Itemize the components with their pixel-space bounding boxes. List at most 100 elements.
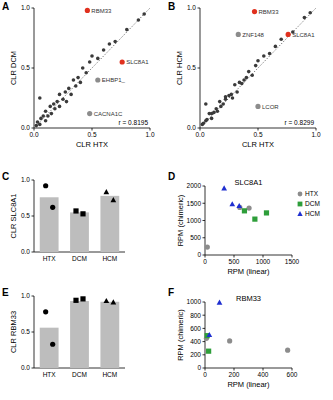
- legend-marker: [298, 192, 303, 197]
- bar: [70, 212, 89, 252]
- point: [279, 37, 283, 41]
- y-label: RPM (chimeric): [176, 309, 185, 361]
- y-tick-label: 0.5: [21, 64, 30, 71]
- point: [250, 73, 254, 77]
- x-tick-label: 600: [287, 371, 298, 378]
- point: [52, 102, 56, 106]
- point: [44, 109, 48, 113]
- point: [204, 102, 208, 106]
- y-tick: [32, 68, 35, 69]
- panel-letter: D: [168, 171, 175, 182]
- point: [53, 107, 57, 111]
- x-tick-label: 200: [229, 371, 240, 378]
- plot-area: [205, 185, 269, 249]
- point: [221, 185, 227, 190]
- point: [69, 93, 73, 97]
- y-tick: [32, 332, 35, 333]
- figure: A0.00.51.0CLR DCM0.00.51.0CLR HTXRBM33SL…: [0, 0, 333, 400]
- y-tick: [203, 186, 206, 187]
- x-tick-label: 0.5: [253, 131, 262, 138]
- point-label: ZNF148: [242, 32, 264, 38]
- y-tick: [203, 237, 206, 238]
- point: [65, 100, 69, 104]
- point-label: RBM33: [91, 8, 112, 14]
- point: [247, 70, 251, 74]
- point: [50, 342, 55, 347]
- x-axis: [205, 368, 292, 369]
- point: [206, 349, 211, 354]
- panel-letter: E: [2, 287, 9, 298]
- y-tick: [32, 296, 35, 297]
- y-tick: [203, 203, 206, 204]
- point: [286, 32, 291, 37]
- point: [142, 12, 146, 16]
- bar: [40, 197, 59, 252]
- point-label: SLC8A1: [126, 59, 149, 65]
- point: [205, 118, 209, 122]
- point: [218, 100, 222, 104]
- y-tick: [32, 368, 35, 369]
- point: [125, 28, 129, 32]
- y-tick-label: 0.0: [21, 364, 30, 371]
- legend-label: HTX: [305, 190, 319, 197]
- point-label: LCOR: [262, 104, 279, 110]
- y-tick: [203, 315, 206, 316]
- y-tick-label: 2000: [187, 182, 202, 189]
- point: [113, 40, 117, 44]
- point: [230, 93, 234, 97]
- point: [55, 100, 59, 104]
- point: [242, 208, 247, 213]
- point: [221, 102, 225, 106]
- point: [255, 104, 260, 109]
- x-tick-label: DCM: [72, 371, 87, 378]
- point: [110, 197, 116, 202]
- bar: [40, 328, 59, 368]
- plot-area: [34, 8, 150, 128]
- point: [80, 296, 85, 301]
- y-tick-label: 1000: [187, 217, 202, 224]
- x-tick-label: HCM: [102, 371, 117, 378]
- x-tick-label: 400: [258, 371, 269, 378]
- legend-label: HCM: [305, 210, 320, 217]
- point: [246, 205, 251, 210]
- point: [73, 298, 78, 303]
- point-label: SLC8A1: [292, 32, 315, 38]
- legend-label: DCM: [305, 200, 320, 207]
- point: [84, 71, 88, 75]
- y-tick: [203, 341, 206, 342]
- plot-area: [40, 296, 119, 368]
- y-tick-label: 0.5: [21, 328, 30, 335]
- point: [217, 300, 223, 305]
- plot-area: [200, 8, 316, 128]
- point: [262, 54, 266, 58]
- point: [245, 76, 249, 80]
- x-tick-label: 1.0: [145, 131, 154, 138]
- panel: E0.00.51.0CLR RBM33HTXDCMHCM: [2, 287, 125, 378]
- point: [81, 66, 85, 70]
- y-tick: [203, 354, 206, 355]
- point: [67, 87, 71, 91]
- panel: D0500100015002000RPM (chimeric)050010001…: [168, 171, 320, 276]
- point: [95, 77, 100, 82]
- bar: [100, 196, 119, 252]
- point: [227, 338, 232, 343]
- x-tick-label: 500: [229, 258, 240, 265]
- y-tick: [32, 180, 35, 181]
- y-label: CLR SLC8A1: [9, 193, 18, 238]
- y-tick: [198, 68, 201, 69]
- point: [256, 59, 260, 63]
- legend-marker: [297, 211, 302, 216]
- point: [79, 81, 83, 85]
- x-tick-label: HCM: [102, 255, 117, 262]
- x-tick-label: DCM: [72, 255, 87, 262]
- point: [87, 111, 92, 116]
- y-tick: [32, 8, 35, 9]
- y-tick-label: 800: [190, 312, 201, 319]
- y-tick-label: 0.0: [21, 248, 30, 255]
- y-tick: [203, 220, 206, 221]
- point: [210, 117, 214, 121]
- panel-letter: C: [2, 171, 9, 182]
- y-tick-label: 1.0: [21, 4, 30, 11]
- panel: A0.00.51.0CLR DCM0.00.51.0CLR HTXRBM33SL…: [2, 1, 155, 149]
- point: [103, 298, 109, 303]
